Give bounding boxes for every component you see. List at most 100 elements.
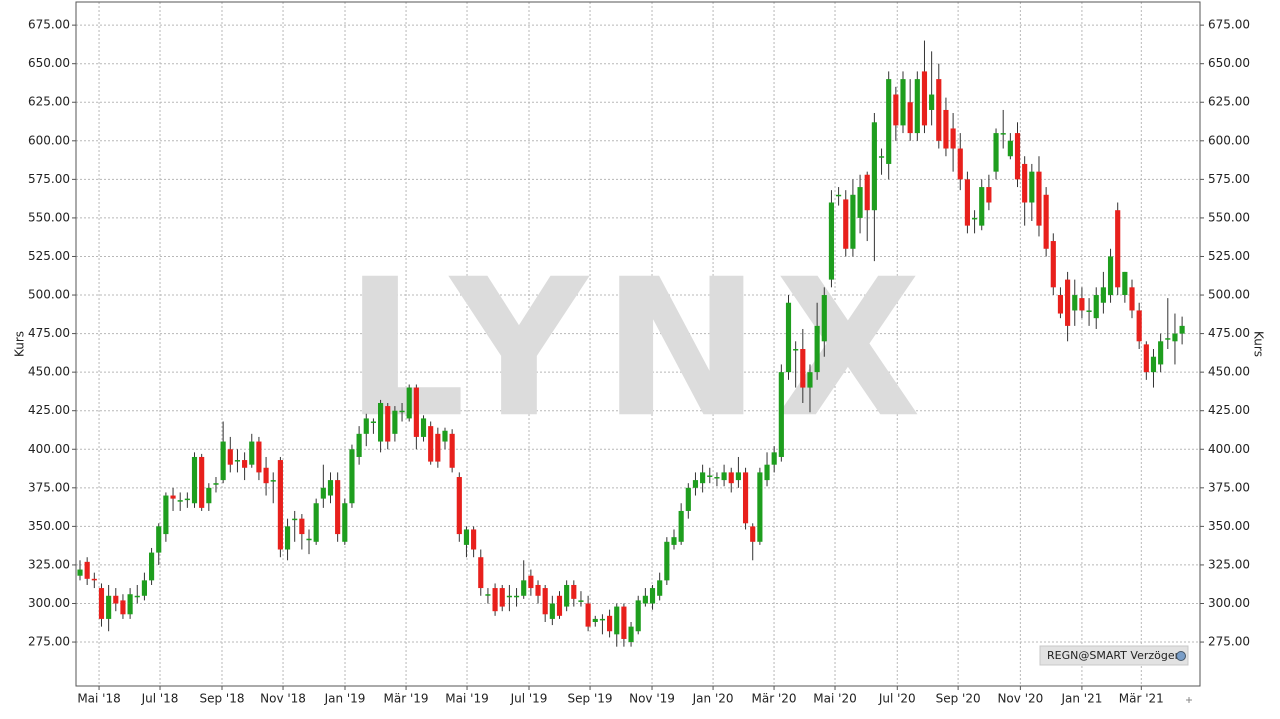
candle-body bbox=[249, 441, 255, 465]
candle-body bbox=[607, 615, 613, 632]
candle-body bbox=[1179, 325, 1185, 334]
candle-body bbox=[1043, 194, 1049, 249]
candle-body bbox=[900, 79, 906, 126]
candle-body bbox=[106, 595, 112, 619]
candle-body bbox=[649, 588, 656, 604]
x-tick-label: Nov '19 bbox=[629, 692, 675, 706]
candle-body bbox=[1086, 310, 1092, 312]
candle-body bbox=[156, 526, 162, 553]
candle-body bbox=[435, 433, 441, 462]
y-tick-label: 325.00 bbox=[28, 557, 70, 571]
candle-body bbox=[943, 109, 949, 149]
candle-body bbox=[886, 79, 892, 164]
candle-body bbox=[220, 441, 226, 481]
candle-body bbox=[335, 480, 341, 535]
candle-body bbox=[664, 541, 670, 581]
candle-body bbox=[814, 325, 820, 373]
candle-body bbox=[134, 595, 140, 598]
x-tick-label: Jul '19 bbox=[510, 692, 548, 706]
candle-body bbox=[191, 456, 198, 504]
candle-body bbox=[392, 410, 398, 434]
candle-body bbox=[757, 472, 763, 542]
candle-body bbox=[571, 584, 577, 599]
x-tick-label: Sep '19 bbox=[568, 692, 613, 706]
source-label: REGN@SMART Verzögert bbox=[1047, 649, 1184, 662]
candle-body bbox=[771, 452, 777, 465]
candle-body bbox=[542, 588, 548, 615]
candle-body bbox=[1072, 295, 1078, 311]
candle-body bbox=[320, 487, 326, 499]
candle-body bbox=[148, 552, 155, 581]
candle-body bbox=[914, 79, 920, 134]
candle-body bbox=[1122, 271, 1128, 296]
candle-body bbox=[127, 594, 133, 615]
candle-body bbox=[907, 102, 913, 134]
candle-body bbox=[635, 600, 641, 632]
candle-body bbox=[1172, 333, 1178, 342]
candle-body bbox=[936, 79, 942, 141]
scroll-icon bbox=[1186, 697, 1192, 703]
plot-frame bbox=[75, 1, 1201, 687]
y2-tick-label: 425.00 bbox=[1208, 403, 1250, 417]
y2-tick-label: 450.00 bbox=[1208, 365, 1250, 379]
candle-body bbox=[478, 557, 484, 589]
candle-body bbox=[184, 498, 190, 501]
candle-body bbox=[1065, 279, 1071, 326]
watermark: LYNX bbox=[345, 238, 936, 459]
y-tick-label: 625.00 bbox=[28, 95, 70, 109]
candle-body bbox=[850, 194, 856, 249]
x-tick-label: Jan '20 bbox=[692, 692, 734, 706]
candle-body bbox=[277, 460, 283, 550]
candle-body bbox=[556, 595, 563, 616]
candle-body bbox=[864, 174, 870, 211]
candle-body bbox=[199, 456, 205, 508]
y2-tick-label: 275.00 bbox=[1208, 635, 1250, 649]
candle-body bbox=[327, 480, 334, 496]
candle-body bbox=[206, 487, 212, 504]
x-tick-label: Jan '19 bbox=[324, 692, 366, 706]
candle-body bbox=[213, 483, 219, 485]
candle-body bbox=[950, 128, 956, 149]
candle-body bbox=[807, 372, 813, 388]
y2-tick-label: 375.00 bbox=[1208, 480, 1250, 494]
candle-body bbox=[893, 94, 899, 126]
candle-body bbox=[628, 626, 634, 643]
candle-body bbox=[843, 199, 849, 249]
candle-body bbox=[793, 349, 799, 351]
candle-body bbox=[1093, 295, 1099, 319]
y-tick-label: 475.00 bbox=[28, 326, 70, 340]
y-tick-label: 675.00 bbox=[28, 18, 70, 32]
x-tick-label: Jul '20 bbox=[878, 692, 916, 706]
candle-body bbox=[957, 148, 963, 180]
candle-body bbox=[284, 526, 291, 550]
candle-body bbox=[1158, 341, 1164, 365]
candle-body bbox=[378, 402, 384, 442]
x-tick-label: Nov '20 bbox=[997, 692, 1043, 706]
candle-body bbox=[342, 503, 348, 542]
candle-body bbox=[306, 538, 312, 541]
y-tick-label: 550.00 bbox=[28, 210, 70, 224]
candle-body bbox=[1100, 287, 1106, 303]
globe-icon bbox=[1176, 651, 1186, 661]
y2-tick-label: 525.00 bbox=[1208, 249, 1250, 263]
y2-tick-label: 300.00 bbox=[1208, 596, 1250, 610]
y2-tick-label: 500.00 bbox=[1208, 288, 1250, 302]
candle-body bbox=[800, 349, 806, 388]
candle-body bbox=[657, 580, 663, 596]
candle-body bbox=[836, 194, 842, 197]
candle-body bbox=[1079, 298, 1085, 311]
candle-body bbox=[349, 449, 355, 504]
y2-tick-label: 325.00 bbox=[1208, 557, 1250, 571]
candle-body bbox=[234, 460, 241, 462]
y2-tick-label: 575.00 bbox=[1208, 172, 1250, 186]
candle-body bbox=[1036, 171, 1042, 226]
x-tick-label: Mai '18 bbox=[77, 692, 120, 706]
y-axis-label: Kurs bbox=[13, 331, 27, 357]
y2-axis-label: Kurs bbox=[1252, 331, 1266, 357]
candle-body bbox=[506, 595, 512, 598]
x-tick-label: Mai '19 bbox=[445, 692, 488, 706]
candle-body bbox=[929, 94, 935, 110]
y2-tick-label: 550.00 bbox=[1208, 210, 1250, 224]
y-tick-label: 450.00 bbox=[28, 365, 70, 379]
